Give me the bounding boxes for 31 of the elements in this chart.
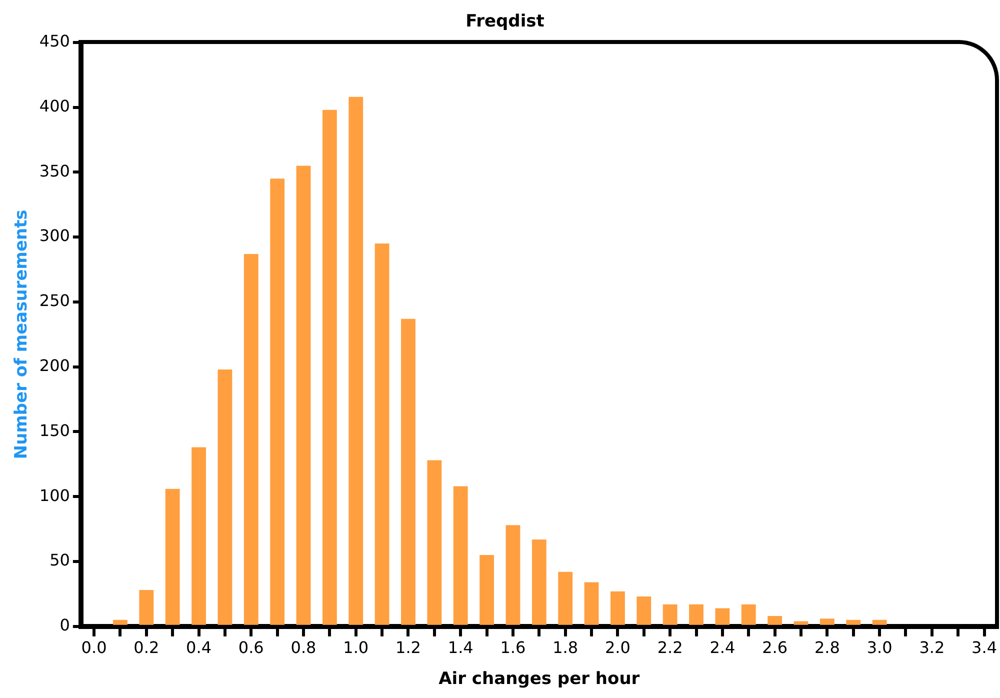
y-tick-label: 50 [50, 550, 70, 570]
x-tick-label: 1.0 [343, 638, 369, 658]
x-tick-label: 1.6 [500, 638, 526, 658]
y-tick-label: 300 [39, 226, 70, 246]
x-tick-label: 3.2 [919, 638, 945, 658]
y-axis-title: Number of measurements [12, 210, 32, 460]
x-tick-label: 0.8 [290, 638, 316, 658]
x-tick-label: 0.2 [134, 638, 160, 658]
x-tick-label: 1.2 [396, 638, 421, 658]
x-tick-label: 2.2 [657, 638, 683, 658]
x-tick-label: 3.4 [972, 638, 998, 658]
x-tick-label: 3.0 [866, 638, 892, 658]
y-tick-label: 450 [39, 32, 70, 51]
y-tick-label: 0 [60, 616, 70, 635]
x-tick-label: 1.4 [448, 638, 474, 658]
y-tick-label: 400 [39, 96, 70, 116]
x-tick-label: 0.0 [81, 638, 107, 658]
x-tick-label: 2.6 [762, 638, 788, 658]
x-tick-label: 2.8 [814, 638, 840, 658]
x-tick-label: 1.8 [552, 638, 578, 658]
x-tick-label: 2.4 [710, 638, 736, 658]
y-tick-label: 250 [39, 291, 70, 310]
x-tick-label: 0.6 [238, 638, 264, 658]
x-axis-title: Air changes per hour [438, 669, 640, 690]
x-tick-label: 0.4 [186, 638, 212, 658]
chart-title: Freqdist [466, 12, 544, 32]
y-tick-label: 350 [39, 161, 70, 180]
y-tick-label: 150 [39, 420, 70, 440]
x-tick-label: 2.0 [604, 638, 630, 658]
y-tick-label: 200 [39, 356, 70, 375]
y-tick-label: 100 [39, 486, 70, 505]
